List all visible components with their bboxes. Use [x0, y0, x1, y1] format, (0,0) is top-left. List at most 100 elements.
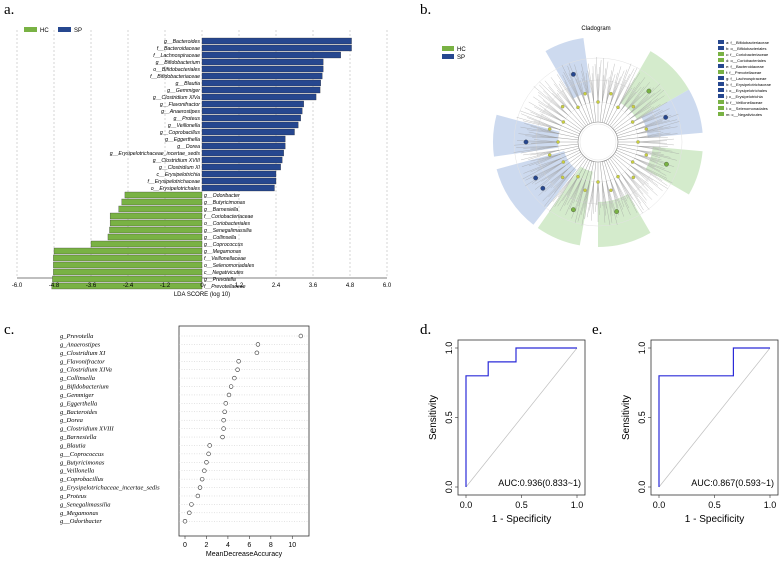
legend-sp-label: SP — [74, 28, 82, 34]
roc-chart-e: 0.0 0.5 1.0 0.0 0.5 1.0 1 - Specificity Sensiti… — [621, 339, 779, 525]
cladogram-branch — [574, 64, 586, 104]
cladogram-key-swatch — [718, 112, 724, 116]
cladogram-branch — [627, 83, 661, 116]
mda-point — [197, 485, 203, 490]
cladogram-node — [596, 180, 600, 184]
mda-x-tick-label: 0 — [183, 542, 187, 549]
cladogram-branch — [621, 86, 642, 110]
lda-bar — [201, 170, 277, 178]
cladogram-branch — [614, 79, 626, 106]
cladogram-branch — [621, 82, 640, 110]
cladogram-branch — [557, 176, 579, 207]
cladogram-branch — [632, 106, 654, 123]
lda-bar-label: f__Bifidobacteriaceae — [150, 74, 200, 80]
cladogram-branch — [571, 112, 585, 128]
cladogram-branch — [520, 113, 561, 130]
cladogram-branch — [534, 165, 566, 185]
cladogram-branch — [605, 160, 615, 179]
cladogram-branch — [524, 107, 562, 126]
cladogram-branch — [632, 161, 657, 177]
lda-bar-label: o__Erysipelotrichales — [151, 186, 201, 192]
cladogram-node — [556, 140, 560, 144]
cladogram-branch — [621, 174, 644, 211]
cladogram-branch — [538, 94, 566, 119]
panel-label-d: d. — [420, 322, 432, 338]
cladogram-branch — [617, 72, 640, 108]
mda-row-label: g__Coprococcus — [60, 451, 104, 458]
cladogram-branch — [614, 69, 628, 106]
cladogram-branch — [634, 158, 671, 173]
roc-y-tick-label: 0.0 — [637, 481, 647, 494]
cladogram-key-label: i: o__Erysipelotrichales — [726, 88, 767, 93]
cladogram-node — [631, 175, 636, 180]
cladogram-node — [576, 105, 580, 110]
cladogram-branch — [552, 174, 575, 202]
cladogram-clade-highlight — [496, 151, 577, 225]
cladogram-branch — [554, 171, 572, 193]
cladogram-branch — [581, 63, 590, 103]
cladogram-branch — [637, 141, 674, 146]
cladogram-biomarker-node — [614, 209, 619, 214]
panel-label-e: e. — [592, 322, 603, 338]
cladogram-branch — [578, 180, 586, 207]
mda-row-label: g_Coprobacillus — [60, 476, 104, 483]
cladogram-key-label: c: f__Coriobacteriaceae — [726, 52, 769, 57]
cladogram-branch — [637, 150, 677, 161]
cladogram-branch — [627, 168, 649, 185]
cladogram-legend-sp-swatch — [442, 54, 454, 59]
cladogram-branch — [556, 92, 572, 113]
mda-point — [235, 367, 240, 372]
cladogram-clade-highlight — [641, 89, 703, 138]
cladogram-branch — [550, 77, 575, 110]
cladogram-branch — [630, 165, 663, 191]
cladogram-branch — [558, 143, 579, 147]
cladogram-branch — [593, 102, 597, 123]
cladogram-branch — [637, 140, 667, 143]
cladogram-branch — [543, 90, 569, 116]
mda-x-tick-label: 4 — [226, 542, 230, 549]
lda-bar-label: g__Proteus — [173, 116, 200, 122]
cladogram-branch — [621, 174, 647, 204]
cladogram-branch — [637, 150, 661, 158]
cladogram-branch — [552, 92, 572, 113]
cladogram-branch — [530, 146, 559, 150]
cladogram-branch — [533, 120, 561, 130]
cladogram-branch — [528, 101, 564, 123]
lda-bar-label: g__Senegalimassilia — [204, 228, 252, 234]
cladogram-key-label: m: c__Negativicutes — [726, 112, 762, 117]
cladogram-node — [547, 127, 552, 131]
cladogram-branch — [597, 181, 601, 208]
cladogram-branch — [637, 126, 678, 134]
cladogram-branch — [559, 80, 579, 108]
mda-point — [223, 401, 228, 406]
cladogram-branch — [542, 171, 572, 202]
cladogram-branch — [557, 174, 575, 198]
lda-bar — [201, 156, 283, 164]
cladogram-branch — [540, 113, 562, 126]
cladogram-branch — [605, 105, 615, 124]
cladogram-key-label: j: c__Erysipelotrichia — [725, 94, 763, 99]
cladogram-branch — [587, 181, 594, 218]
panel-label-a: a. — [4, 2, 15, 18]
cladogram-branch — [574, 180, 586, 223]
cladogram-branch — [538, 104, 564, 123]
cladogram-branch — [599, 161, 603, 182]
lda-bar-label: g__Megamonas — [204, 249, 242, 255]
cladogram-branch — [636, 119, 677, 130]
lda-bar — [201, 51, 341, 59]
lda-bar — [52, 275, 203, 283]
cladogram-key-label: l: o__Selenomonadales — [726, 106, 768, 111]
mda-x-tick-label: 2 — [205, 542, 209, 549]
cladogram-branch — [624, 91, 646, 113]
cladogram-branch — [564, 81, 579, 108]
cladogram-branch — [559, 147, 580, 155]
cladogram-branch — [607, 159, 619, 177]
cladogram-branch — [584, 181, 590, 219]
cladogram-branch — [591, 181, 594, 221]
lda-x-tick-label: 3.6 — [309, 283, 318, 289]
lda-bar — [124, 191, 203, 199]
lda-x-tick-label: 6.0 — [383, 283, 392, 289]
cladogram-branch — [624, 86, 645, 113]
lda-bar-label: g__Barnesiella — [204, 207, 238, 213]
cladogram-branch — [602, 68, 606, 103]
